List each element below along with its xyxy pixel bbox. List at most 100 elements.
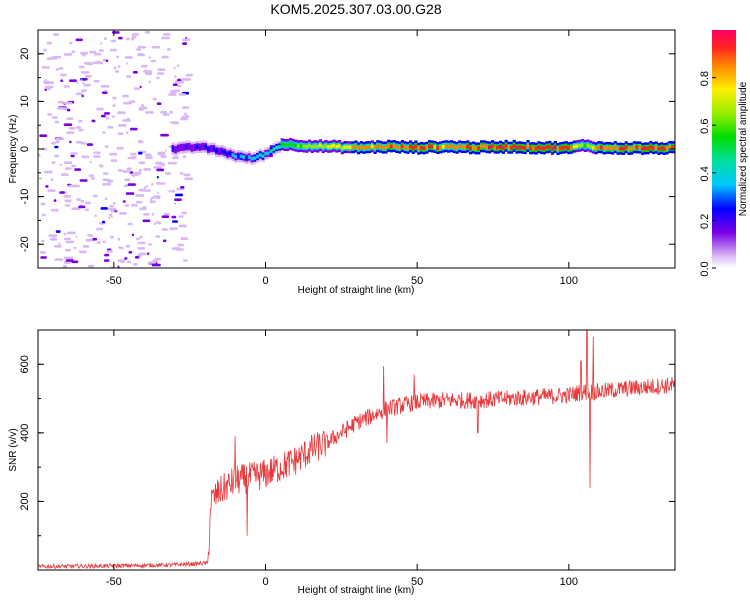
noise-speckle bbox=[69, 140, 72, 144]
noise-speckle bbox=[116, 146, 124, 150]
ridge-core bbox=[430, 144, 434, 149]
ridge-core bbox=[190, 146, 194, 150]
colorbar: 0.0 0.2 0.4 0.6 0.8 Normalized spectral ampl… bbox=[699, 30, 749, 277]
ridge-core bbox=[286, 143, 290, 147]
ridge-core bbox=[578, 144, 582, 148]
noise-speckle bbox=[180, 78, 186, 81]
noise-speckle bbox=[83, 83, 91, 87]
ridge-core bbox=[460, 145, 464, 149]
noise-speckle bbox=[109, 152, 118, 156]
noise-speckle bbox=[137, 45, 143, 49]
noise-speckle bbox=[117, 169, 123, 172]
noise-speckle bbox=[117, 237, 121, 241]
ridge-core bbox=[482, 144, 486, 149]
noise-speckle bbox=[109, 204, 114, 208]
noise-speckle bbox=[39, 134, 48, 137]
noise-speckle bbox=[102, 91, 108, 94]
noise-speckle bbox=[80, 200, 84, 203]
y-tick-label: 200 bbox=[19, 492, 31, 510]
noise-speckle bbox=[182, 106, 190, 109]
noise-speckle bbox=[80, 51, 89, 55]
noise-speckle bbox=[169, 110, 174, 114]
ridge-core bbox=[564, 145, 568, 149]
noise-speckle bbox=[128, 251, 133, 254]
y-tick-label: 400 bbox=[19, 424, 31, 442]
noise-speckle bbox=[120, 260, 125, 264]
noise-speckle bbox=[73, 246, 77, 250]
ridge-core bbox=[324, 144, 328, 148]
ridge-core bbox=[561, 145, 566, 150]
ridge-core bbox=[425, 145, 429, 150]
noise-speckle bbox=[92, 237, 98, 241]
ridge-core bbox=[673, 145, 675, 150]
noise-speckle bbox=[98, 49, 104, 52]
noise-speckle bbox=[167, 161, 177, 165]
x-tick-label: -50 bbox=[106, 576, 122, 588]
ridge-core bbox=[526, 144, 530, 148]
noise-speckle bbox=[157, 151, 166, 155]
noise-speckle bbox=[117, 132, 124, 135]
ridge-core bbox=[668, 145, 672, 149]
ridge-core bbox=[365, 145, 369, 149]
ridge-core bbox=[657, 147, 661, 151]
noise-speckle bbox=[118, 36, 123, 40]
noise-speckle bbox=[63, 123, 73, 126]
noise-speckle bbox=[47, 189, 56, 192]
ridge-core bbox=[368, 145, 372, 149]
noise-speckle bbox=[143, 168, 152, 171]
ridge-core bbox=[359, 145, 363, 149]
ridge-core bbox=[343, 145, 347, 149]
y-tick-label: 10 bbox=[19, 95, 31, 107]
noise-speckle bbox=[113, 66, 117, 70]
noise-speckle bbox=[47, 113, 53, 116]
ridge-core bbox=[529, 146, 533, 151]
colorbar-tick-label: 0.4 bbox=[699, 166, 711, 181]
ridge-core bbox=[400, 144, 404, 148]
noise-speckle bbox=[177, 81, 185, 84]
noise-speckle bbox=[44, 88, 47, 92]
noise-speckle bbox=[155, 235, 161, 238]
noise-speckle bbox=[89, 50, 97, 54]
noise-speckle bbox=[112, 104, 116, 107]
noise-speckle bbox=[63, 256, 68, 260]
noise-speckle bbox=[140, 188, 146, 192]
noise-speckle bbox=[104, 112, 110, 115]
noise-speckle bbox=[127, 222, 133, 226]
ridge-core bbox=[507, 145, 511, 150]
ridge-core bbox=[621, 147, 626, 151]
noise-speckle bbox=[40, 202, 46, 206]
noise-speckle bbox=[41, 66, 50, 69]
y-tick-label: 0 bbox=[19, 146, 31, 152]
noise-speckle bbox=[139, 235, 143, 239]
noise-speckle bbox=[141, 46, 146, 49]
noise-speckle bbox=[117, 265, 120, 268]
ridge-core bbox=[253, 156, 257, 160]
noise-speckle bbox=[143, 70, 153, 73]
noise-speckle bbox=[64, 237, 71, 241]
noise-speckle bbox=[84, 201, 91, 205]
x-tick-label: 100 bbox=[560, 576, 578, 588]
noise-speckle bbox=[178, 215, 184, 218]
ridge-core bbox=[269, 149, 273, 153]
noise-speckle bbox=[137, 247, 146, 250]
ridge-core bbox=[662, 147, 667, 151]
ridge-core bbox=[316, 144, 320, 149]
noise-speckle bbox=[182, 38, 191, 41]
noise-speckle bbox=[60, 73, 67, 77]
noise-speckle bbox=[53, 33, 60, 36]
noise-speckle bbox=[69, 41, 73, 45]
noise-speckle bbox=[118, 124, 127, 127]
noise-speckle bbox=[75, 81, 79, 84]
ridge-core bbox=[589, 144, 593, 149]
ridge-core bbox=[207, 147, 211, 152]
noise-speckle bbox=[176, 64, 180, 67]
noise-speckle bbox=[65, 248, 71, 252]
noise-speckle bbox=[74, 168, 82, 171]
ridge-core bbox=[220, 149, 224, 153]
noise-speckle bbox=[82, 53, 86, 57]
ridge-core bbox=[414, 144, 418, 149]
snr-x-label: Height of straight line (km) bbox=[298, 585, 415, 596]
noise-speckle bbox=[162, 239, 167, 243]
noise-speckle bbox=[64, 167, 72, 170]
ridge-core bbox=[605, 146, 609, 150]
